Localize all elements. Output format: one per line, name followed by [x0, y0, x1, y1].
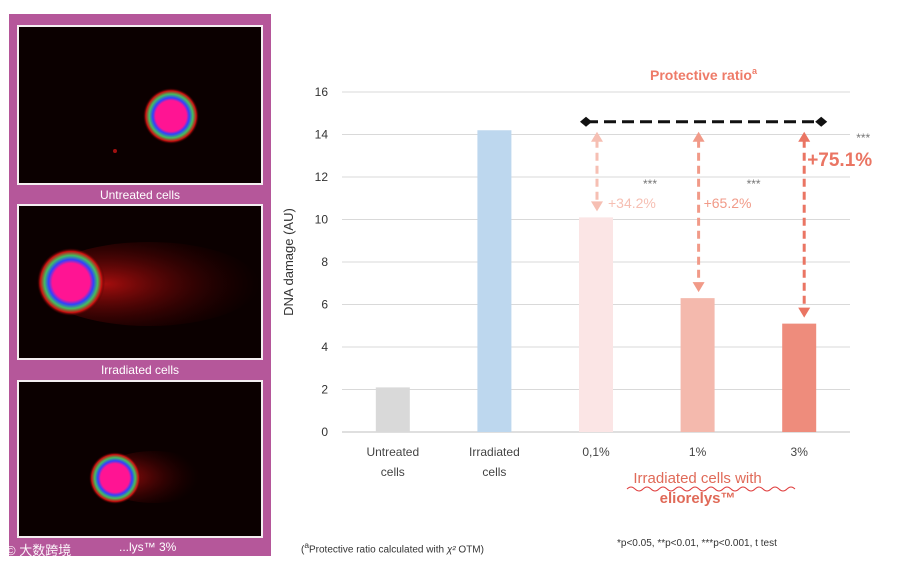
arrow-up-icon	[591, 131, 603, 142]
protective-ratio-value: +65.2%	[704, 195, 752, 211]
significance-stars: ***	[856, 131, 870, 145]
irradiated-comet-image	[37, 242, 259, 326]
treated-comet-image	[89, 451, 209, 504]
reference-line-left-marker	[580, 116, 592, 127]
significance-stars: ***	[643, 177, 657, 191]
x-tick-label: Irradiated	[469, 445, 520, 459]
bar-0	[375, 387, 410, 432]
micrograph-untreated	[17, 25, 263, 185]
watermark-text: 大数跨境	[19, 543, 72, 558]
untreated-comet-image	[113, 88, 199, 153]
x-tick-label: cells	[381, 465, 405, 479]
arrow-up-icon	[798, 131, 811, 142]
arrow-down-icon	[692, 282, 705, 293]
y-tick-label: 4	[321, 340, 328, 354]
y-tick-label: 6	[321, 298, 328, 312]
copyright-icon: ©	[6, 543, 16, 558]
caption-untreated: Untreated cells	[99, 188, 181, 202]
footnote-suffix: OTM)	[458, 544, 484, 556]
protective-ratio-value: +34.2%	[608, 195, 656, 211]
y-tick-label: 10	[315, 213, 329, 227]
bar-3	[680, 298, 715, 432]
x-tick-label: Untreated	[366, 445, 419, 459]
y-tick-label: 16	[315, 85, 329, 99]
footnote-text: Protective ratio calculated with	[308, 544, 445, 556]
caption-treated: ...lys™ 3%	[119, 540, 177, 554]
footnote-prefix: (	[301, 544, 305, 556]
dna-damage-chart: 0 2 4 6 8 10 12 14 16 DNA damage (AU) Untreated cel…	[281, 66, 872, 507]
x-tick-label: 0,1%	[582, 445, 610, 459]
y-axis-label: DNA damage (AU)	[281, 208, 296, 316]
protective-ratio-sup: a	[752, 66, 758, 76]
caption-irradiated: Irradiated cells	[100, 363, 180, 377]
arrow-down-icon	[591, 201, 603, 212]
y-tick-label: 14	[315, 128, 329, 142]
spellcheck-underline	[626, 486, 796, 492]
protective-ratio-title: Protective ratioa	[650, 66, 758, 83]
y-tick-label: 2	[321, 383, 328, 397]
footnote-pvalues: *p<0.05, **p<0.01, ***p<0.001, t test	[617, 538, 777, 549]
micrograph-irradiated	[17, 204, 263, 360]
protective-ratio-value: +75.1%	[807, 150, 872, 171]
micrograph-panel: Untreated cells Irradiated cells	[9, 14, 271, 556]
arrow-down-icon	[798, 307, 811, 318]
y-tick-label: 8	[321, 255, 328, 269]
bar-4	[782, 323, 817, 432]
bar-2	[579, 217, 613, 432]
significance-stars: ***	[747, 177, 761, 191]
x-tick-label: 3%	[791, 445, 809, 459]
micrograph-treated-3pct	[17, 380, 263, 538]
watermark: © 大数跨境	[6, 540, 71, 559]
bar-1	[477, 130, 512, 432]
y-tick-label: 12	[315, 170, 329, 184]
group-label: Irradiated cells with	[633, 470, 761, 487]
reference-line-right-marker	[815, 116, 828, 127]
x-tick-label: 1%	[689, 445, 707, 459]
footnote-sup: a	[304, 540, 309, 550]
footnote-protective-ratio: (aProtective ratio calculated with χ² OT…	[301, 540, 484, 555]
arrow-up-icon	[692, 131, 705, 142]
y-tick-label: 0	[321, 425, 328, 439]
group-label: eliorelys™	[660, 490, 736, 507]
x-tick-label: cells	[482, 465, 506, 479]
chi-squared-icon: χ²	[446, 544, 456, 556]
